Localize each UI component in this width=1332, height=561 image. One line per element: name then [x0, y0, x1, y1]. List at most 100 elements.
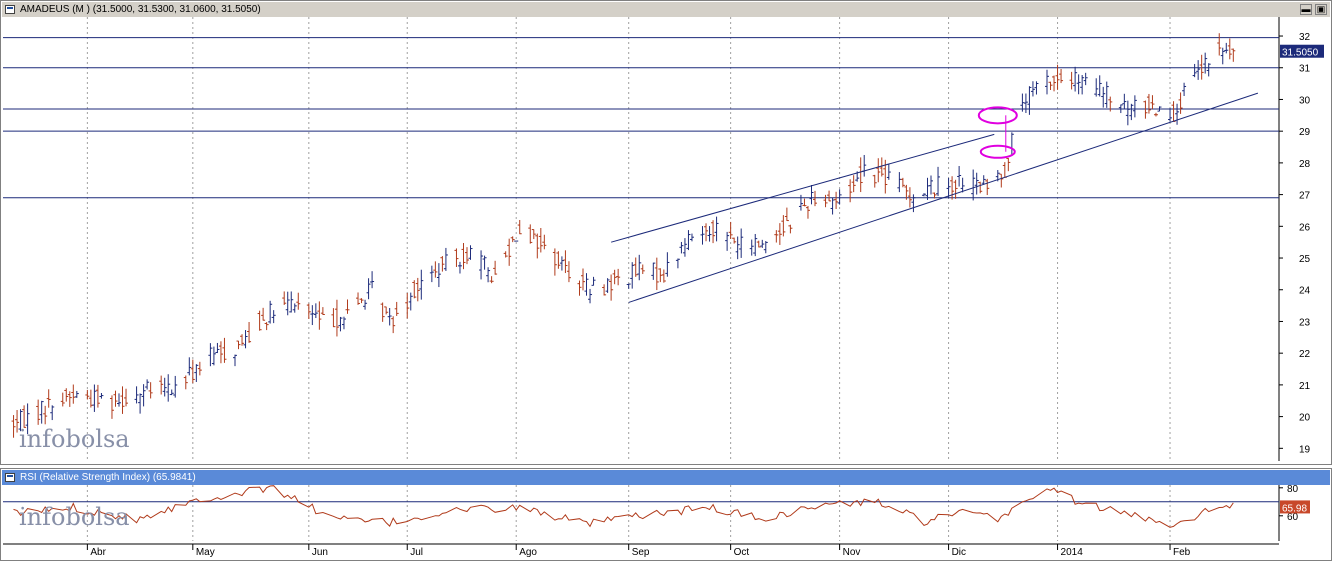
- gap-ellipse-lower: [979, 144, 1016, 159]
- ohlc-bar: [711, 220, 716, 244]
- ohlc-bar: [190, 359, 195, 384]
- ohlc-bar: [257, 310, 262, 331]
- ohlc-bar: [732, 237, 737, 244]
- ohlc-bar: [1083, 72, 1088, 86]
- price-y-tick-label: 32: [1299, 32, 1311, 43]
- ohlc-bar: [138, 393, 143, 414]
- ohlc-bar: [953, 179, 958, 199]
- ohlc-bar: [479, 250, 484, 280]
- ohlc-bar: [851, 175, 856, 193]
- ohlc-bar: [1178, 92, 1183, 114]
- month-label: Oct: [734, 547, 750, 558]
- ohlc-bar: [1168, 108, 1173, 122]
- ohlc-bar: [187, 357, 192, 376]
- price-chart-title: AMADEUS (M ) (31.5000, 31.5300, 31.0600,…: [20, 4, 261, 15]
- ohlc-bar: [141, 384, 146, 407]
- ohlc-bar: [510, 236, 515, 243]
- month-label: 2014: [1061, 547, 1084, 558]
- ohlc-bar: [39, 400, 44, 424]
- ohlc-bar: [1227, 38, 1232, 60]
- ohlc-bar: [704, 223, 709, 242]
- ohlc-bar: [394, 301, 399, 316]
- month-label: May: [196, 547, 215, 558]
- month-label: Nov: [843, 547, 861, 558]
- ohlc-bar: [412, 280, 417, 299]
- ohlc-bar: [978, 181, 983, 194]
- ohlc-bar: [932, 192, 937, 199]
- ohlc-bar: [113, 390, 118, 407]
- rsi-line: [13, 485, 1234, 528]
- ohlc-bar: [468, 245, 473, 260]
- ohlc-bar: [183, 375, 188, 390]
- ohlc-bar: [1206, 63, 1211, 77]
- month-label: Feb: [1173, 547, 1191, 558]
- infobolsa-watermark-rsi: infobolsa: [19, 503, 130, 531]
- ohlc-bar: [675, 258, 680, 269]
- ohlc-bar: [528, 224, 533, 244]
- ohlc-bar: [798, 194, 803, 211]
- ohlc-bar: [331, 308, 336, 328]
- minimize-button[interactable]: ▬: [1300, 4, 1312, 15]
- ohlc-bar: [665, 252, 670, 277]
- ohlc-bar: [809, 184, 814, 205]
- ohlc-bar: [1034, 81, 1039, 95]
- ohlc-bar: [686, 230, 691, 251]
- ohlc-bar: [929, 175, 933, 195]
- ohlc-bar: [813, 190, 817, 207]
- ohlc-bar: [531, 229, 536, 240]
- ohlc-bar: [907, 187, 912, 208]
- ohlc-bar: [960, 177, 965, 193]
- price-y-tick-label: 31: [1299, 64, 1311, 75]
- ohlc-bar: [707, 226, 712, 242]
- month-label: Abr: [90, 547, 106, 558]
- rsi-window-icon[interactable]: [5, 473, 15, 482]
- price-chart[interactable]: 19 20 21 22 23 24 25 26 27 28 29 30 31 32 31.5050 infob…: [1, 1, 1331, 464]
- gap-ellipse-upper: [977, 106, 1018, 125]
- ohlc-bar: [911, 194, 916, 213]
- ohlc-bar: [370, 271, 375, 289]
- ohlc-bar: [454, 248, 459, 267]
- rsi-chart[interactable]: 60 80 65.98 infobolsa Abr May Jun Jul Ago Sep Oct N…: [1, 469, 1331, 560]
- ohlc-bar: [739, 228, 744, 258]
- price-y-tick-label: 28: [1299, 159, 1311, 170]
- ohlc-bar: [756, 240, 761, 248]
- price-y-tick-label: 20: [1299, 413, 1311, 424]
- ohlc-bar: [429, 265, 434, 283]
- ohlc-bar: [169, 389, 174, 396]
- ohlc-bar: [489, 276, 494, 284]
- ohlc-bar: [120, 386, 125, 414]
- price-y-tick-label: 22: [1299, 349, 1311, 360]
- ohlc-bar: [781, 215, 786, 237]
- month-label: Sep: [632, 547, 650, 558]
- ohlc-bar: [194, 364, 199, 382]
- month-label: Jun: [312, 547, 328, 558]
- ohlc-bar: [391, 316, 396, 334]
- ohlc-bar: [50, 405, 55, 421]
- ohlc-bar: [1073, 66, 1078, 92]
- ohlc-bar: [609, 274, 614, 301]
- ohlc-bar: [626, 283, 631, 289]
- price-y-tick-label: 23: [1299, 317, 1311, 328]
- ohlc-bar: [247, 322, 252, 343]
- ohlc-bar: [784, 207, 789, 222]
- ohlc-bar: [788, 224, 793, 234]
- ohlc-bar: [651, 262, 656, 280]
- ohlc-bar: [1122, 93, 1127, 109]
- ohlc-bar: [1104, 81, 1109, 108]
- chart-window-icon[interactable]: [5, 5, 15, 14]
- restore-button[interactable]: ▣: [1315, 4, 1327, 15]
- ohlc-bar: [1199, 54, 1204, 80]
- ohlc-bar: [1192, 63, 1197, 78]
- ohlc-bar: [320, 307, 325, 315]
- ohlc-bar: [827, 190, 832, 202]
- ohlc-bar: [264, 322, 269, 331]
- ohlc-bar: [612, 269, 617, 285]
- ohlc-bar: [313, 303, 318, 319]
- ohlc-bar: [661, 269, 666, 283]
- rsi-y-tick-label: 80: [1287, 484, 1299, 495]
- ohlc-bar: [408, 292, 413, 311]
- ohlc-bar: [218, 341, 223, 364]
- ohlc-bar: [556, 251, 561, 269]
- ohlc-bar: [1203, 52, 1208, 74]
- ohlc-bar: [99, 393, 104, 399]
